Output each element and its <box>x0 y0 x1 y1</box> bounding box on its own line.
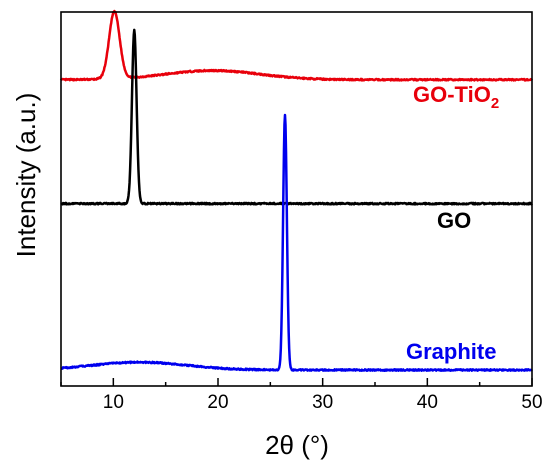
series-layer <box>59 9 534 372</box>
x-tick-label: 40 <box>417 392 438 413</box>
x-tick-label: 50 <box>521 392 542 413</box>
series-line-go <box>60 28 533 206</box>
x-tick-label: 10 <box>103 392 124 413</box>
series-line-graphite <box>60 113 534 372</box>
x-axis-title: 2θ (°) <box>265 430 329 460</box>
series-labels: GO-TiO2 GO Graphite <box>406 82 499 364</box>
series-label-go: GO <box>437 208 471 233</box>
x-tick-label: 20 <box>207 392 228 413</box>
series-line-go-tio2 <box>59 9 534 82</box>
x-tick-label: 30 <box>312 392 333 413</box>
plot-border <box>60 11 533 387</box>
axes-frame: 10 20 30 40 50 <box>60 11 543 413</box>
y-axis-title: Intensity (a.u.) <box>11 93 41 258</box>
series-label-go-tio2: GO-TiO2 <box>413 82 499 112</box>
series-label-graphite: Graphite <box>406 339 496 364</box>
